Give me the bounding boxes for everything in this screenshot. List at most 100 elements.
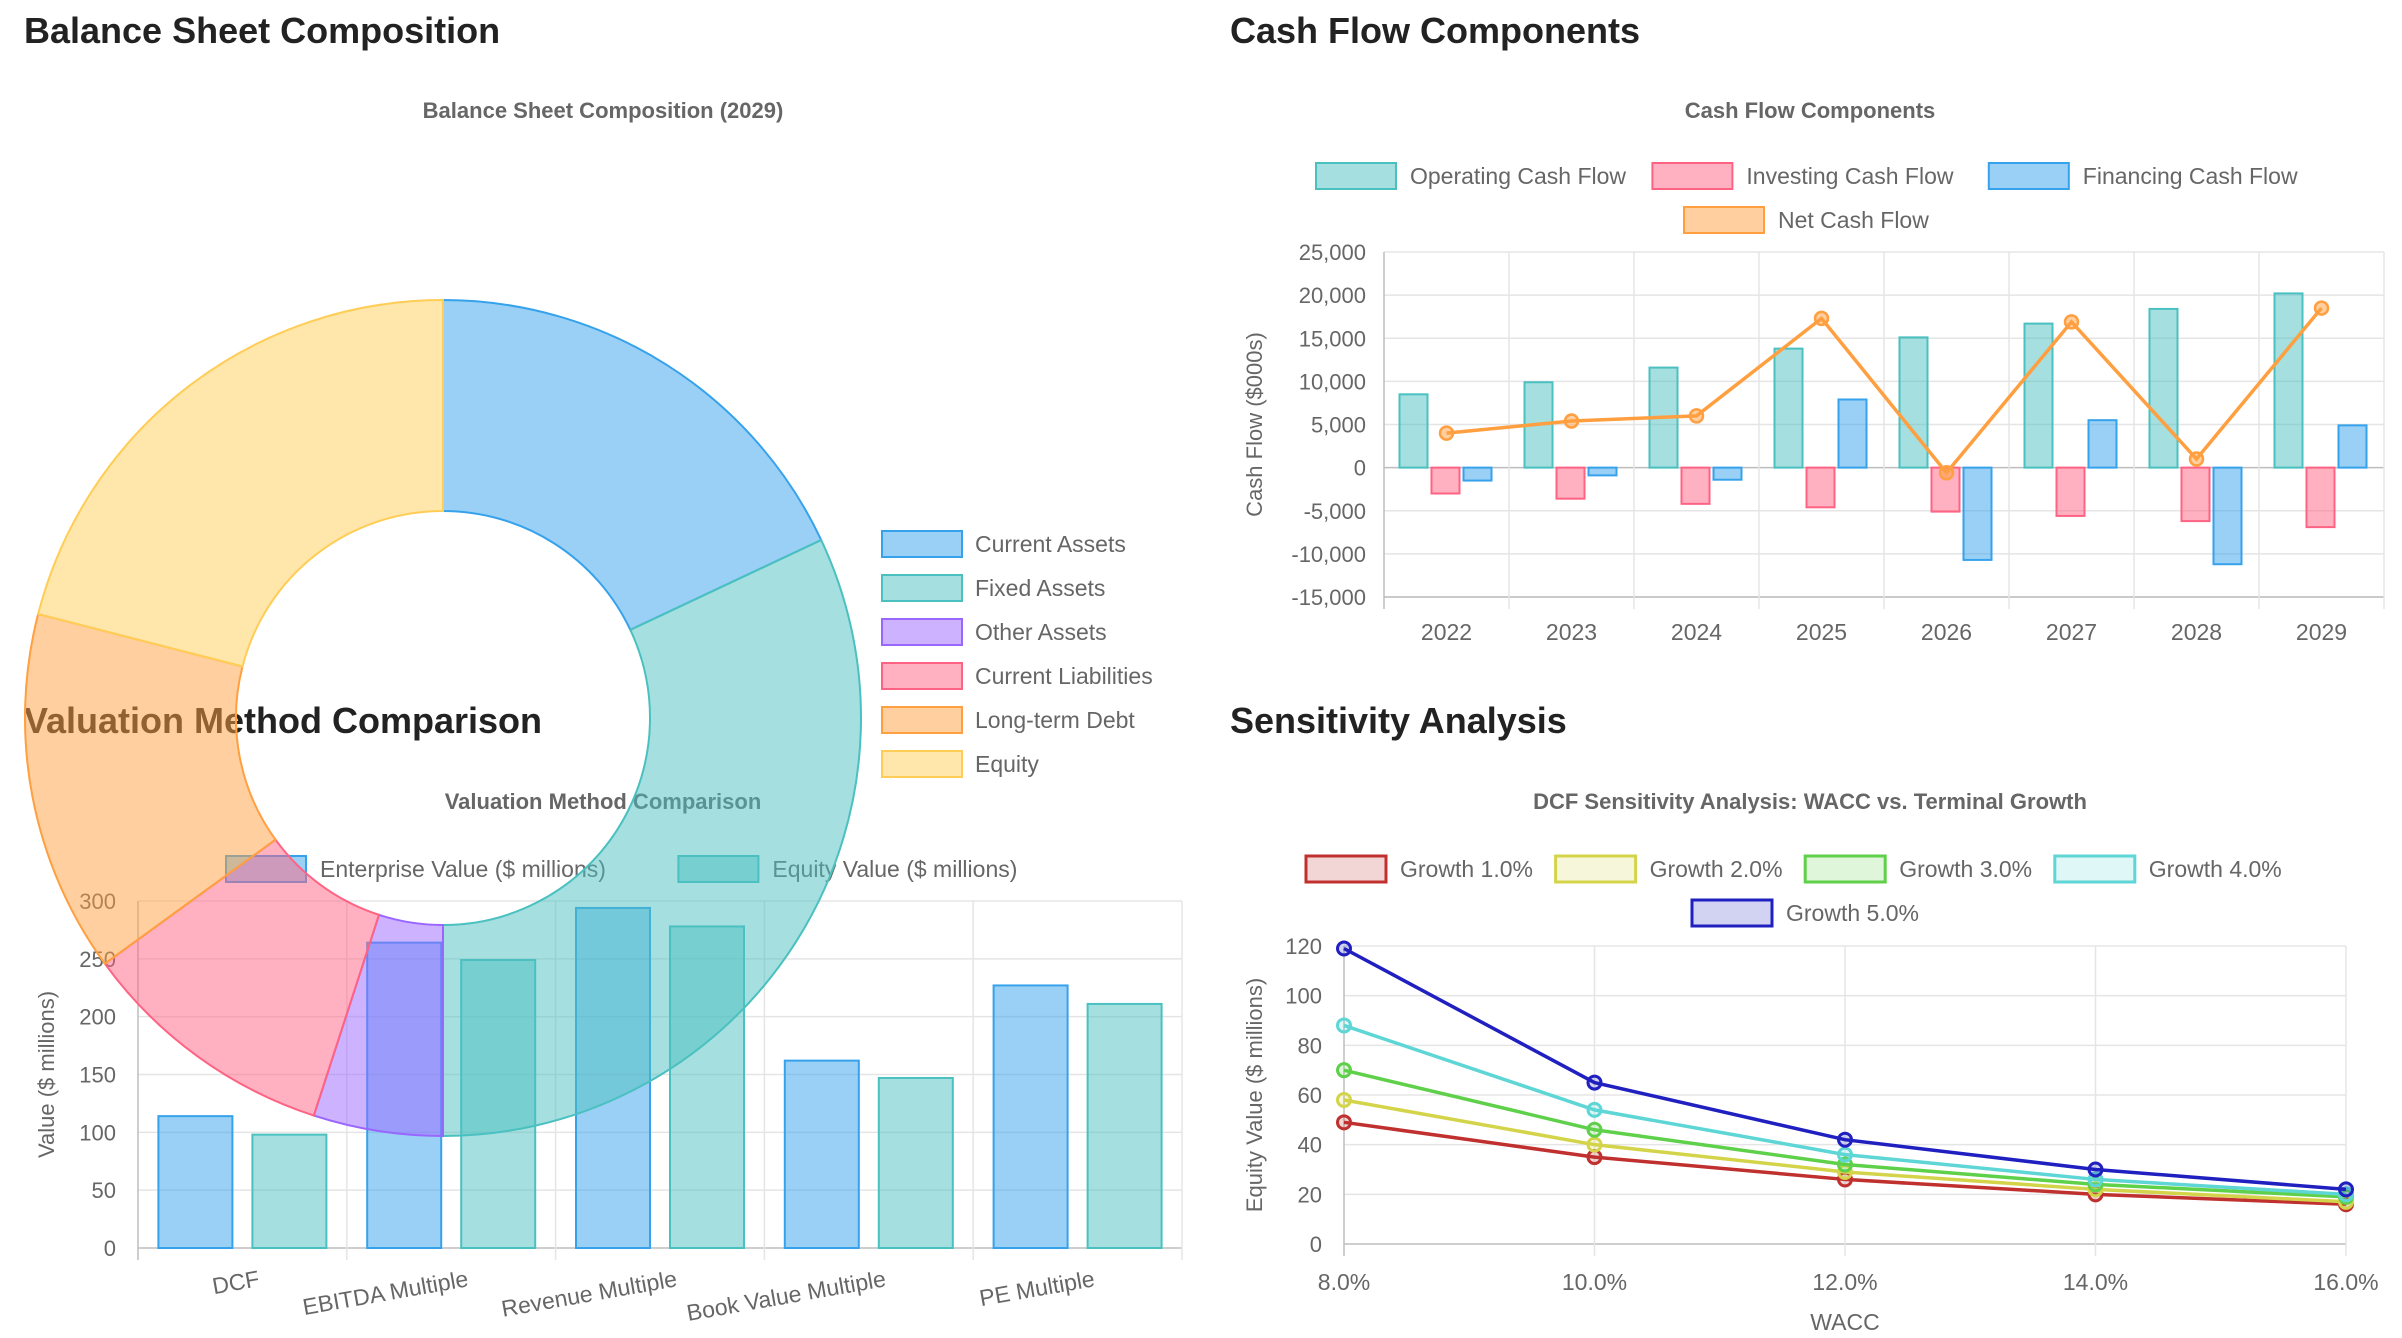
y-tick-label: 0 [104,1236,116,1261]
legend-label: Growth 1.0% [1400,856,1533,882]
legend-label: Net Cash Flow [1778,207,1929,233]
x-tick-label: 16.0% [2313,1269,2378,1295]
line-point [2313,300,2330,316]
y-tick-label: 150 [79,1063,116,1088]
line-point [1586,1074,1603,1091]
bar [1837,398,1868,469]
bar [2148,307,2179,469]
legend-swatch [881,750,963,778]
x-tick-label: 2028 [2171,619,2222,645]
legend-label: Growth 3.0% [1899,856,2032,882]
y-tick-label: 25,000 [1299,240,1366,265]
legend-label: Other Assets [975,619,1107,645]
x-tick-label: 8.0% [1318,1269,1370,1295]
series-line [1343,946,2347,1192]
bar [2087,419,2118,469]
legend-label: Operating Cash Flow [1410,163,1626,189]
bar [2180,466,2211,523]
y-tick-label: 0 [1354,456,1366,481]
line-point [1688,408,1705,424]
slice-current-assets [442,298,823,632]
line-point [1336,1017,1352,1034]
bar [1462,466,1493,482]
bar [992,984,1069,1249]
line-point [2188,451,2205,467]
legend-label: Growth 4.0% [2149,856,2282,882]
y-tick-label: 5,000 [1311,413,1366,438]
legend-label: Enterprise Value ($ millions) [320,856,606,882]
x-tick-label: 10.0% [1562,1269,1627,1295]
line-point [1586,1136,1603,1153]
legend-swatch [1690,898,1774,928]
line-point [2063,314,2080,330]
legend-swatch [881,574,963,602]
bar [1587,466,1618,477]
series-line [1343,1023,2347,1197]
bar [877,1076,954,1249]
y-tick-label: 20,000 [1299,283,1366,308]
legend-label: Current Assets [975,531,1126,557]
line-point [1336,940,1352,957]
heading-balance: Balance Sheet Composition [24,10,501,51]
bar [251,1133,328,1249]
bar [1430,466,1461,495]
legend-swatch [1651,162,1734,190]
line-point [1813,310,1830,327]
y-tick-label: 200 [79,1005,116,1030]
bar [1555,466,1586,500]
y-tick-label: -10,000 [1291,542,1366,567]
y-tick-label: 40 [1298,1133,1322,1158]
y-tick-label: -5,000 [1304,499,1366,524]
line-point [1586,1101,1603,1118]
legend-label: Growth 2.0% [1650,856,1783,882]
slice-fixed-assets [442,538,863,1138]
chart-title: Cash Flow Components [1685,98,1936,123]
bar [2212,466,2243,566]
line-point [1837,1146,1853,1163]
line-point [1837,1131,1853,1148]
slice-equity [36,298,444,668]
x-tick-label: 2025 [1796,619,1847,645]
y-tick-label: 60 [1298,1083,1322,1108]
y-tick-label: 10,000 [1299,369,1366,394]
bar [783,1059,860,1249]
y-tick-label: -15,000 [1291,585,1366,610]
line-point [1938,465,1955,481]
bar [1398,393,1429,469]
line-point [1586,1121,1603,1138]
y-tick-label: 0 [1310,1232,1322,1257]
net-cash-flow-line [1446,306,2323,476]
y-tick-label: 15,000 [1299,326,1366,351]
line-point [2338,1181,2354,1198]
x-tick-label: 14.0% [2063,1269,2128,1295]
legend-swatch [881,618,963,646]
legend-swatch [881,530,963,558]
bar [1680,466,1711,505]
bar [157,1115,234,1250]
x-tick-label: 2026 [1921,619,1972,645]
line-point [1336,1062,1352,1079]
bar [1773,347,1804,469]
y-axis-title: Cash Flow ($000s) [1242,332,1267,517]
legend-swatch [1304,854,1388,884]
x-tick-label: 12.0% [1812,1269,1877,1295]
x-tick-label: 2023 [1546,619,1597,645]
bar [2055,466,2086,517]
bar [1805,466,1836,509]
legend-label: Growth 5.0% [1786,900,1919,926]
y-tick-label: 100 [79,1120,116,1145]
line-point [2087,1161,2104,1178]
bar [1086,1002,1163,1250]
line-point [1336,1091,1352,1108]
x-axis-title: WACC [1810,1309,1879,1335]
legend-label: Long-term Debt [975,707,1135,733]
y-tick-label: 80 [1298,1033,1322,1058]
x-tick-label: 2022 [1421,619,1472,645]
chart-title: Balance Sheet Composition (2029) [423,98,784,123]
legend-swatch [1987,162,2070,190]
x-tick-label: 2027 [2046,619,2097,645]
line-point [1563,413,1580,429]
y-axis-title: Equity Value ($ millions) [1242,978,1267,1212]
